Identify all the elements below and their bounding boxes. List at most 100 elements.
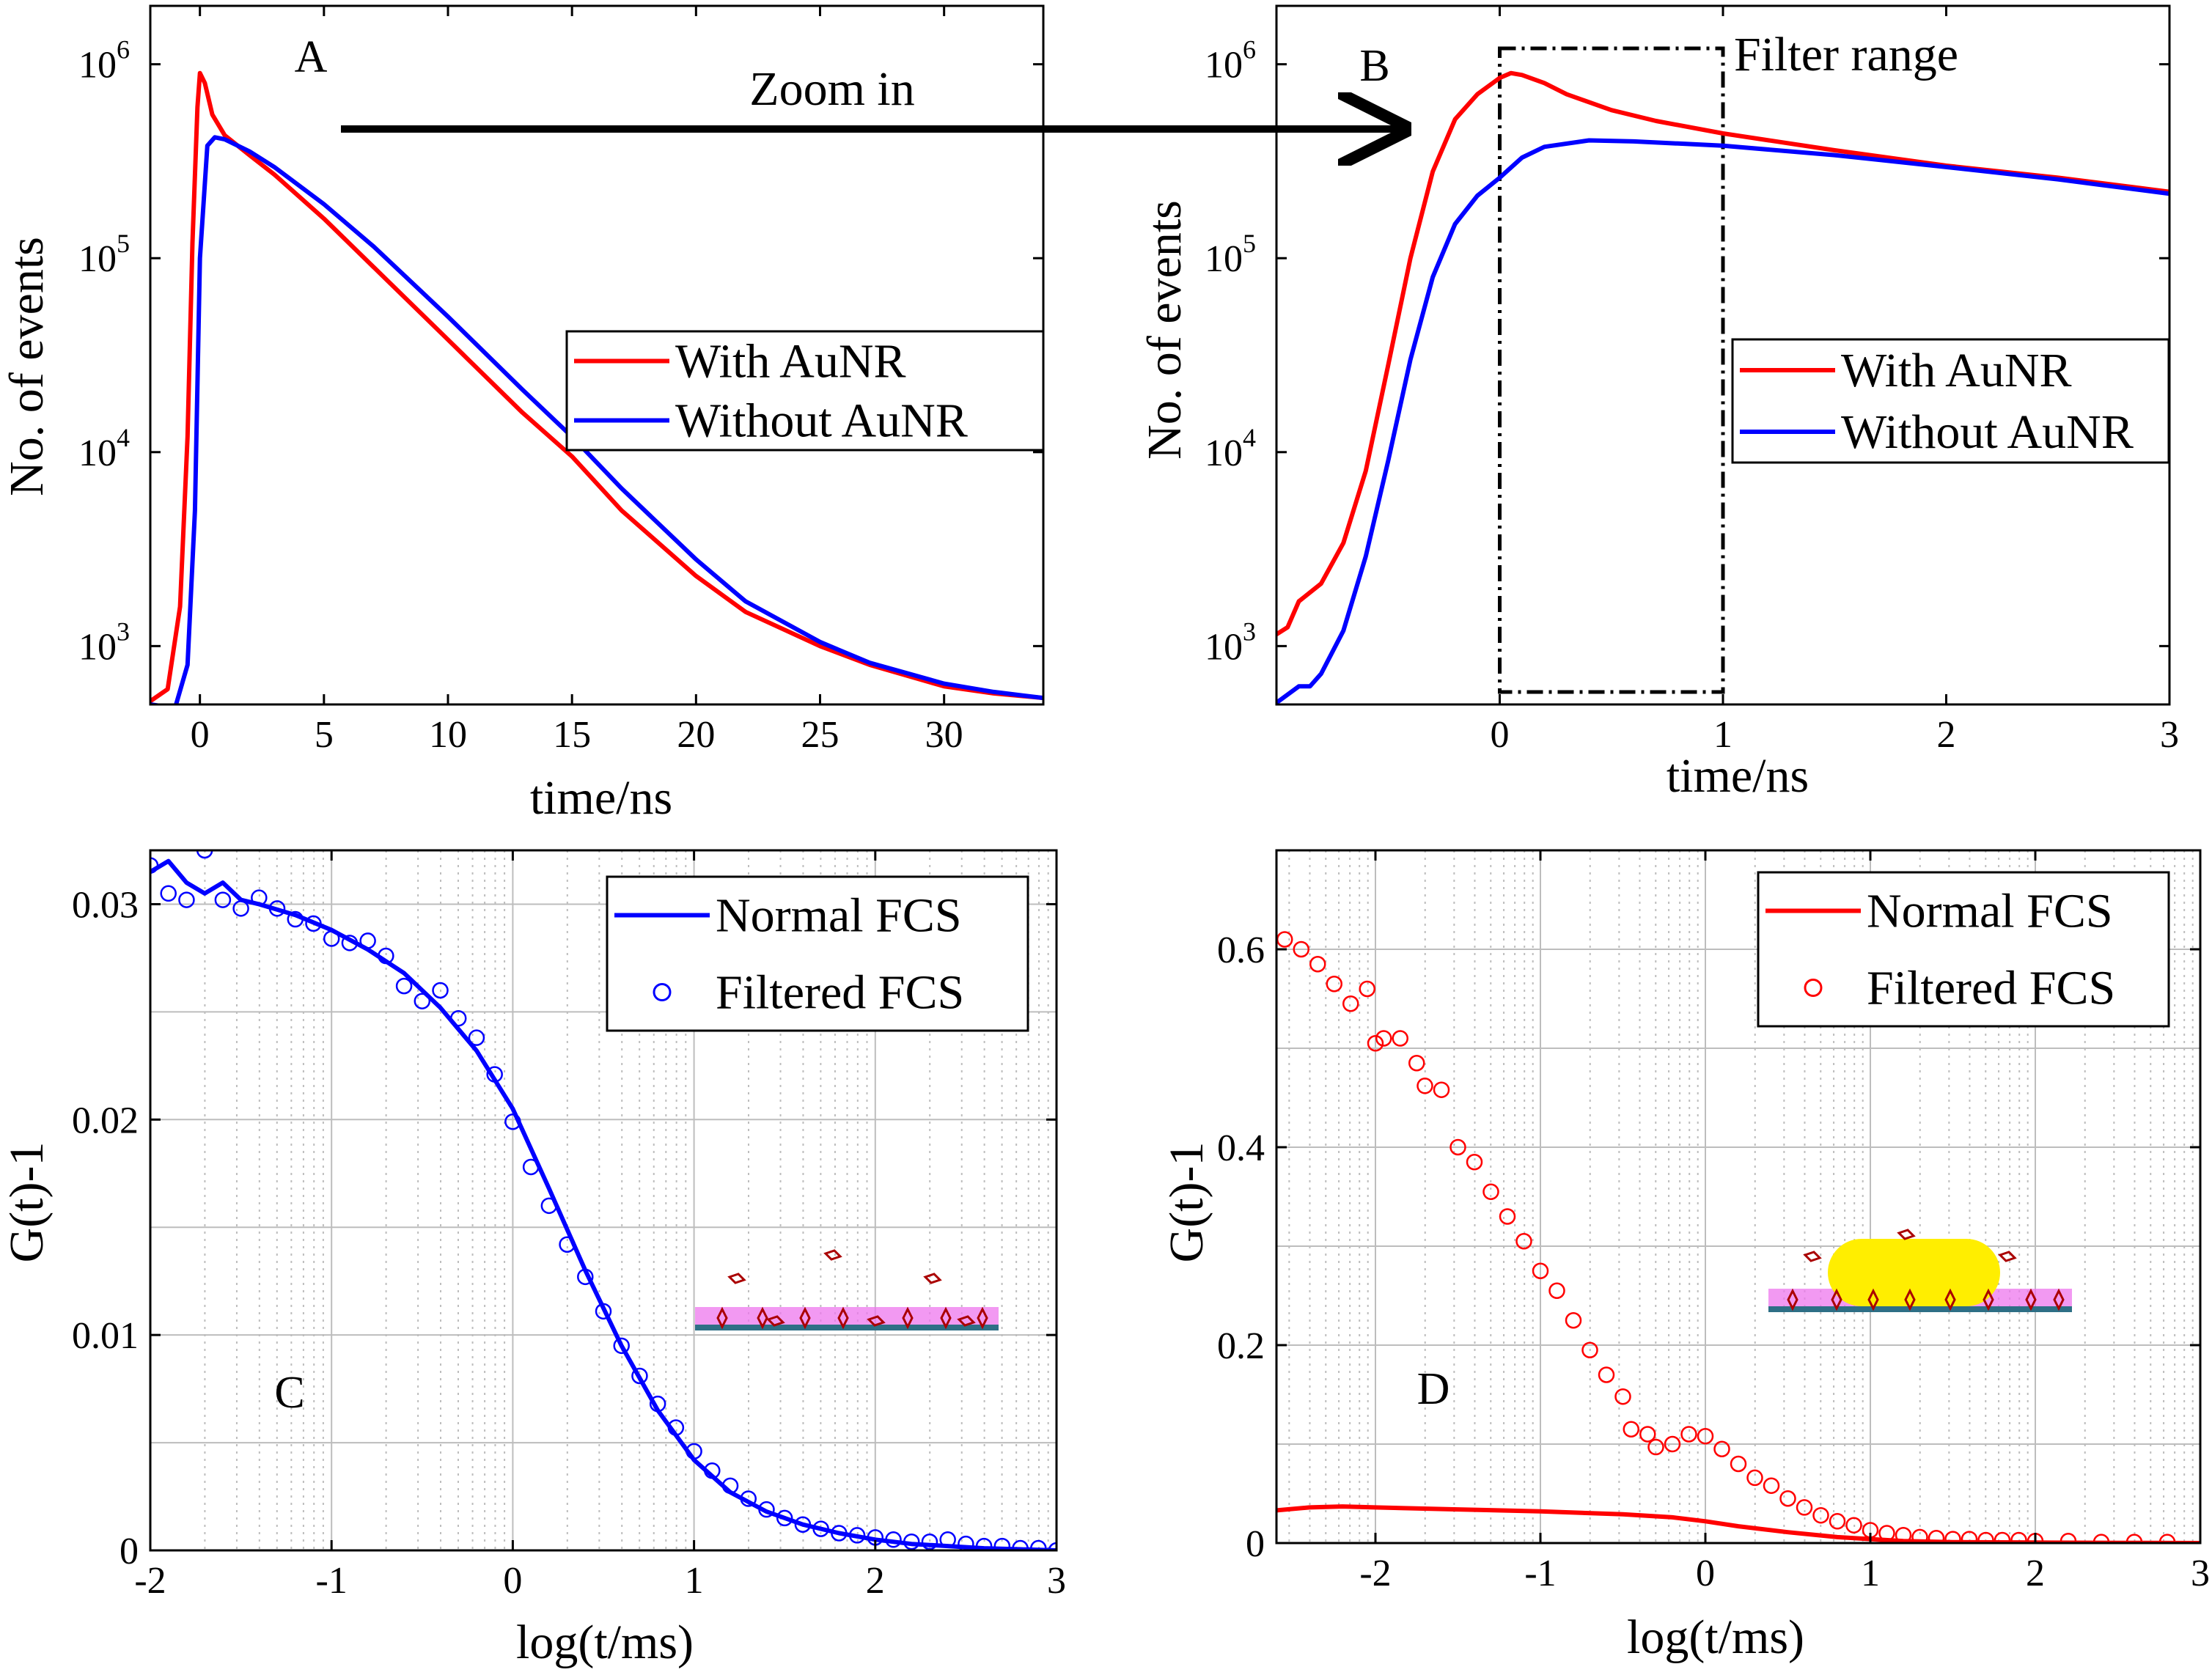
data-point: [1359, 980, 1375, 998]
data-point: [1012, 1539, 1029, 1550]
data-point: [232, 900, 249, 917]
data-point: [504, 1113, 521, 1130]
series-group: [150, 70, 1043, 704]
data-point: [1796, 1499, 1813, 1516]
data-point: [559, 1236, 576, 1253]
filter-range-label: Filter range: [1734, 28, 1958, 81]
data-point: [993, 1537, 1011, 1550]
data-point: [1515, 1233, 1532, 1250]
data-point: [2010, 1531, 2027, 1543]
y-tick-label: 106: [1205, 35, 1256, 86]
panel-d-xlabel: log(t/ms): [1627, 1610, 1804, 1664]
panel-c: -2 -1 0 1 2 3 0 0.01 0.02 0.03 Normal FCS Filtered …: [0, 849, 1066, 1669]
data-point: [160, 885, 177, 902]
x-tick-label: 15: [553, 714, 591, 756]
data-point: [1342, 995, 1359, 1012]
legend-label: Without AuNR: [1841, 405, 2134, 459]
data-point: [1482, 1183, 1499, 1200]
y-tick-label: 104: [78, 423, 130, 474]
data-point: [1944, 1531, 1961, 1543]
data-point: [449, 1009, 467, 1027]
legend-label: Normal FCS: [1867, 885, 2113, 938]
data-point: [1449, 1138, 1466, 1156]
y-tick-label: 0.01: [72, 1315, 139, 1357]
data-point: [1829, 1513, 1846, 1530]
y-tick-label: 105: [1205, 229, 1256, 280]
data-point: [214, 891, 232, 908]
panel-a: 0 5 10 15 20 25 30 103 104 105 106 With AuNRWithout…: [0, 4, 1045, 825]
data-point: [740, 1490, 757, 1507]
gold-nanorod: [1828, 1239, 2000, 1306]
panel-a-plot-area: 0 5 10 15 20 25 30 103 104 105 106 With AuNRWithout…: [78, 4, 1045, 756]
axes-box: [149, 849, 1058, 1552]
data-point: [468, 1029, 485, 1046]
x-tick-label: 30: [925, 714, 963, 756]
data-point: [921, 1533, 938, 1550]
y-tick-label: 0.2: [1217, 1325, 1265, 1367]
panel-c-letter: C: [274, 1368, 304, 1418]
y-tick-label: 105: [78, 229, 130, 280]
axes-box: [1275, 849, 2202, 1545]
data-point: [359, 932, 376, 949]
data-point: [486, 1066, 503, 1083]
panel-b-ylabel: No. of events: [1138, 200, 1191, 460]
data-point: [522, 1158, 540, 1176]
data-point: [613, 1337, 630, 1355]
data-point: [1812, 1506, 1829, 1524]
y-tick-label: 106: [78, 35, 130, 86]
x-tick-label: 1: [1861, 1553, 1880, 1594]
zoom-in-annotation: Zoom in: [341, 62, 1404, 129]
x-tick-label: 3: [1047, 1560, 1066, 1602]
fluorophore-molecules: [716, 1249, 988, 1330]
y-tick-label: 104: [1205, 423, 1256, 474]
data-point: [1639, 1426, 1656, 1443]
data-point: [721, 1477, 739, 1495]
data-point: [1581, 1341, 1598, 1358]
panel-b-plot-area: 0 1 2 3 103 104 105 106 With AuNR Without AuNR: [1205, 4, 2179, 756]
data-point: [1392, 1030, 1408, 1047]
data-point: [1647, 1438, 1664, 1456]
data-point: [958, 1535, 974, 1550]
x-tick-label: 20: [677, 714, 715, 756]
data-point: [1433, 1081, 1450, 1098]
data-point: [1309, 956, 1326, 973]
y-tick-label: 0.4: [1217, 1127, 1265, 1169]
x-tick-label: 1: [1713, 714, 1733, 756]
x-tick-label: 0: [191, 714, 210, 756]
data-point: [595, 1303, 612, 1320]
data-point: [1466, 1154, 1483, 1171]
data-point: [1532, 1262, 1549, 1279]
legend-label: With AuNR: [675, 335, 906, 389]
panel-d-ylabel: G(t)-1: [1160, 1142, 1213, 1263]
data-point: [631, 1367, 648, 1385]
data-point: [287, 910, 304, 928]
data-point: [885, 1531, 902, 1548]
legend-box: [565, 330, 1045, 452]
x-tick-label: -1: [1524, 1553, 1556, 1594]
data-point: [268, 900, 286, 917]
x-tick-label: 2: [1937, 714, 1956, 756]
y-tick-label: 103: [1205, 616, 1256, 668]
series-line-1: [1276, 138, 2169, 704]
x-tick-label: 25: [801, 714, 839, 756]
panel-d: -2 -1 0 1 2 3 0 0.2 0.4 0.6 Normal FCS Filtered FCS…: [1160, 849, 2210, 1664]
data-point: [667, 1419, 685, 1436]
x-tick-label: 10: [429, 714, 467, 756]
data-point: [1845, 1517, 1862, 1534]
data-point: [432, 982, 449, 999]
data-point: [1977, 1531, 1994, 1543]
panel-b: 0 1 2 3 103 104 105 106 With AuNR Without AuNR ti…: [1138, 4, 2179, 803]
x-tick-label: 5: [315, 714, 334, 756]
legend-label: Filtered FCS: [716, 966, 964, 1020]
legend-label: With AuNR: [1841, 344, 2072, 397]
data-point: [1598, 1366, 1615, 1383]
data-point: [975, 1537, 993, 1550]
data-point: [704, 1462, 721, 1479]
data-point: [1030, 1539, 1047, 1550]
x-tick-label: 2: [2026, 1553, 2045, 1594]
legend-label: Filtered FCS: [1867, 962, 2115, 1015]
legend-box: [1757, 871, 2170, 1028]
data-point: [341, 935, 359, 951]
data-point: [1293, 940, 1309, 958]
